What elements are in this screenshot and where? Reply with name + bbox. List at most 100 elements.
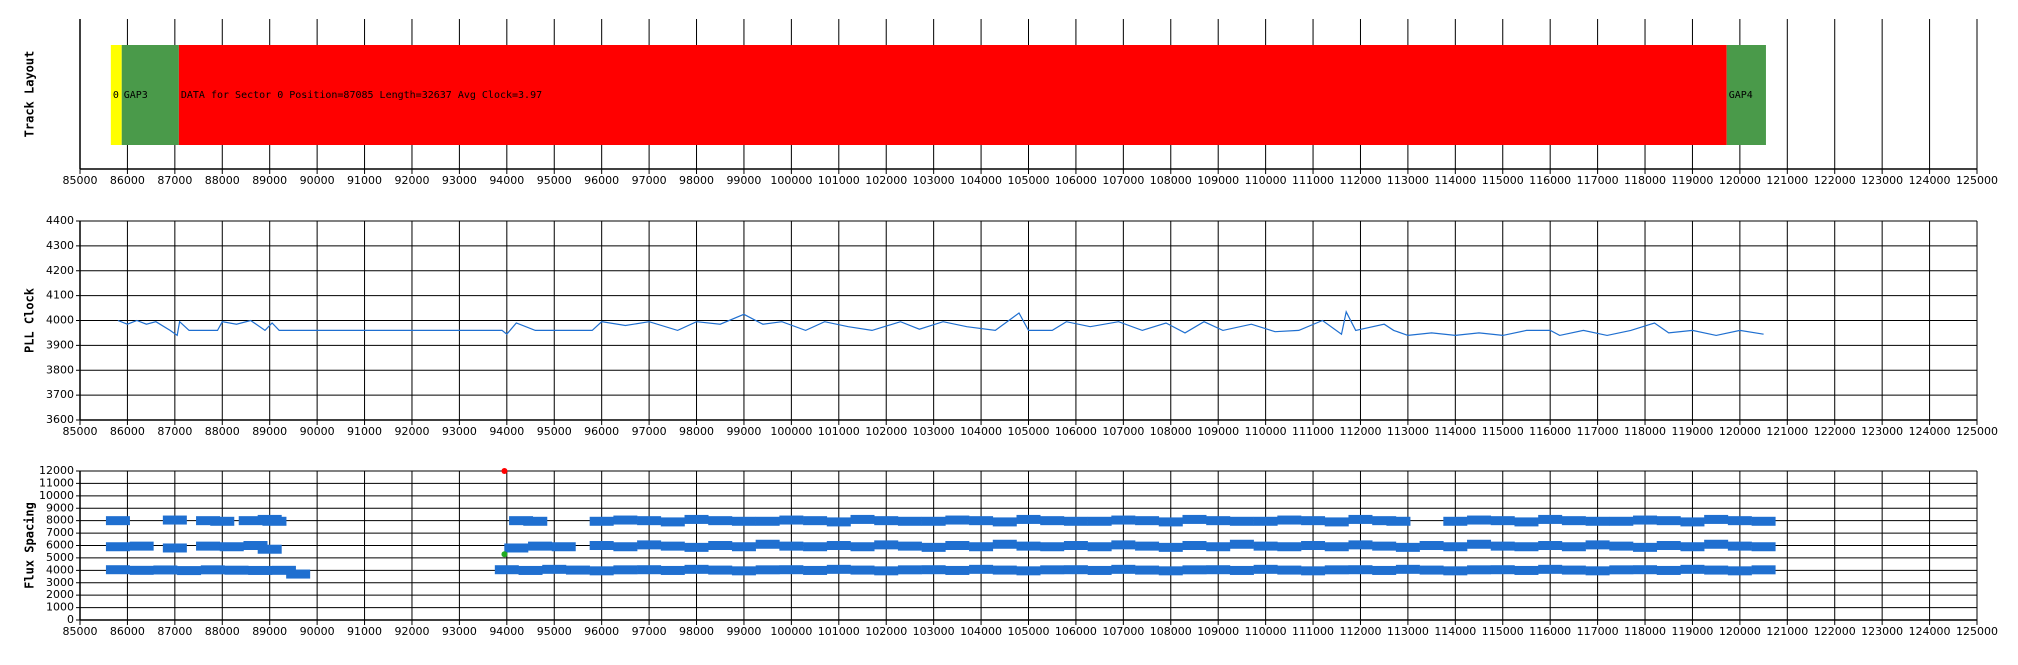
flux-point	[660, 541, 685, 551]
segment-label: GAP4	[1729, 90, 1753, 101]
flux-point	[969, 564, 994, 574]
flux-point	[224, 565, 249, 575]
y-tick-label: 3700	[46, 388, 74, 401]
x-tick-label: 89000	[252, 174, 287, 187]
x-tick-label: 110000	[1245, 425, 1287, 438]
flux-point	[1324, 565, 1349, 575]
x-tick-label: 101000	[818, 425, 860, 438]
flux-point	[1561, 542, 1586, 552]
flux-point	[523, 516, 548, 526]
track-segment	[178, 45, 1727, 145]
flux-point	[1301, 516, 1326, 526]
flux-point	[1656, 541, 1681, 550]
flux-point	[129, 541, 154, 551]
x-tick-label: 99000	[726, 174, 761, 187]
x-tick-label: 100000	[770, 174, 812, 187]
flux-point	[1538, 541, 1563, 550]
flux-point	[921, 542, 946, 552]
flux-point	[874, 540, 899, 550]
x-tick-label: 117000	[1577, 174, 1619, 187]
x-tick-label: 91000	[347, 625, 382, 638]
x-tick-label: 90000	[300, 625, 335, 638]
flux-point	[509, 516, 534, 526]
y-tick-label: 4000	[46, 563, 74, 576]
flux-point	[755, 565, 780, 575]
x-tick-label: 125000	[1956, 425, 1998, 438]
x-tick-label: 94000	[489, 425, 524, 438]
x-tick-label: 112000	[1339, 174, 1381, 187]
flux-point	[1348, 514, 1373, 524]
flux-point	[1680, 542, 1705, 552]
flux-point	[637, 565, 662, 575]
x-tick-label: 102000	[865, 174, 907, 187]
flux-point	[1467, 565, 1492, 575]
x-tick-label: 90000	[300, 174, 335, 187]
flux-point	[1087, 542, 1112, 552]
y-tick-label: 3900	[46, 338, 74, 351]
x-tick-label: 108000	[1150, 625, 1192, 638]
x-tick-label: 107000	[1102, 625, 1144, 638]
x-tick-label: 87000	[157, 174, 192, 187]
flux-point	[1253, 564, 1278, 574]
flux-point	[1633, 542, 1658, 552]
x-tick-label: 120000	[1719, 174, 1761, 187]
flux-point	[1751, 565, 1776, 575]
flux-point	[1301, 541, 1326, 550]
x-tick-label: 89000	[252, 425, 287, 438]
y-tick-label: 1000	[46, 601, 74, 614]
flux-point	[494, 565, 519, 575]
x-tick-label: 86000	[110, 625, 145, 638]
flux-point	[1704, 565, 1729, 575]
flux-point	[1301, 566, 1326, 576]
flux-point	[238, 516, 263, 526]
flux-point	[501, 468, 508, 474]
flux-point	[731, 516, 756, 526]
flux-point	[1158, 517, 1183, 527]
track-segment	[1726, 45, 1766, 145]
x-tick-label: 121000	[1766, 425, 1808, 438]
flux-point	[1372, 541, 1397, 551]
flux-point	[1727, 566, 1752, 576]
flux-point	[945, 515, 970, 525]
y-tick-label: 6000	[46, 539, 74, 552]
flux-point	[1040, 542, 1065, 552]
flux-point	[1585, 540, 1610, 550]
flux-point	[660, 565, 685, 575]
x-tick-label: 122000	[1814, 174, 1856, 187]
flux-point	[1514, 565, 1539, 575]
x-tick-label: 117000	[1577, 425, 1619, 438]
flux-point	[779, 515, 804, 525]
flux-point	[1158, 566, 1183, 576]
flux-point	[803, 516, 828, 526]
flux-point	[1490, 565, 1515, 575]
flux-point	[897, 565, 922, 575]
x-tick-label: 116000	[1529, 625, 1571, 638]
flux-point	[1443, 542, 1468, 552]
flux-point	[826, 541, 851, 550]
x-tick-label: 113000	[1387, 425, 1429, 438]
x-tick-label: 110000	[1245, 174, 1287, 187]
x-tick-label: 92000	[394, 425, 429, 438]
flux-point	[1514, 542, 1539, 552]
flux-point	[1443, 516, 1468, 526]
y-tick-label: 3600	[46, 413, 74, 426]
flux-point	[1561, 516, 1586, 526]
flux-point	[1253, 541, 1278, 551]
flux-point	[1514, 517, 1539, 527]
flux-point	[1395, 564, 1420, 574]
y-tick-label: 4200	[46, 264, 74, 277]
x-tick-label: 113000	[1387, 625, 1429, 638]
flux-point	[803, 542, 828, 552]
x-tick-label: 107000	[1102, 174, 1144, 187]
flux-point	[1751, 542, 1776, 552]
flux-point	[196, 516, 221, 526]
x-tick-label: 119000	[1671, 425, 1713, 438]
flux-point	[1633, 515, 1658, 525]
flux-point	[874, 516, 899, 526]
flux-point	[826, 564, 851, 574]
flux-point	[1538, 564, 1563, 574]
flux-point	[1063, 565, 1088, 575]
flux-point	[992, 565, 1017, 575]
x-tick-label: 105000	[1008, 625, 1050, 638]
flux-point	[1206, 565, 1231, 575]
